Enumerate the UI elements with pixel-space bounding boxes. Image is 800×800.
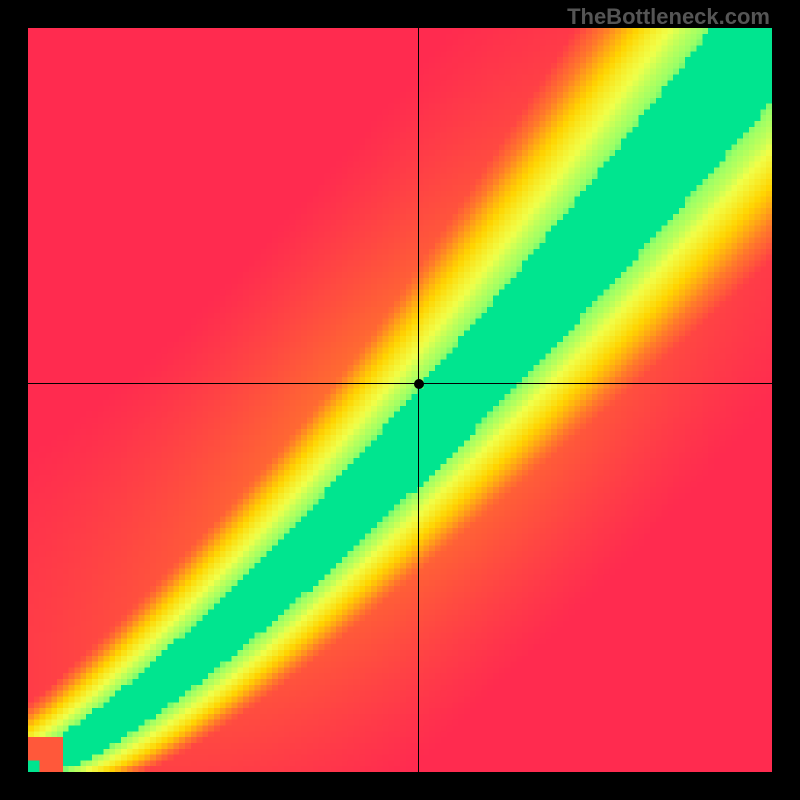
- marker-point: [414, 379, 424, 389]
- watermark-text: TheBottleneck.com: [567, 4, 770, 30]
- crosshair-horizontal: [28, 383, 772, 384]
- heatmap-canvas: [28, 28, 772, 772]
- chart-container: TheBottleneck.com: [0, 0, 800, 800]
- crosshair-vertical: [418, 28, 419, 772]
